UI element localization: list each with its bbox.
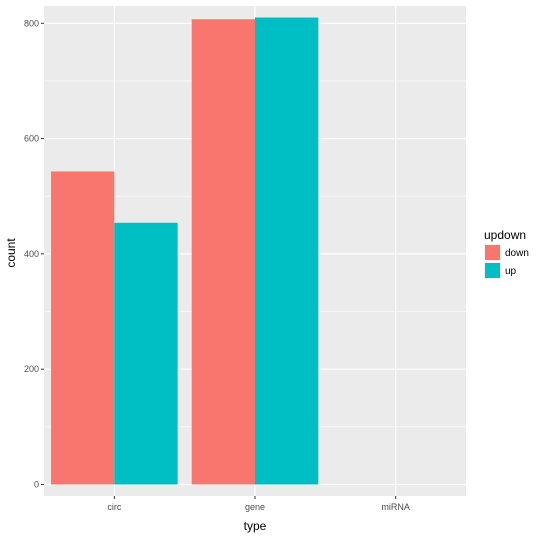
y-tick-label: 600 [24, 134, 39, 144]
legend: updown down up [484, 228, 529, 279]
bar-circ-down [51, 171, 115, 485]
legend-label-up: up [505, 266, 517, 277]
y-tick-label: 0 [34, 479, 39, 489]
bars [51, 17, 319, 485]
bar-gene-down [191, 19, 255, 485]
legend-swatch-up [485, 263, 500, 278]
bar-circ-up [114, 222, 178, 485]
y-tick-label: 200 [24, 364, 39, 374]
y-axis: 0 200 400 600 800 [24, 18, 44, 489]
x-axis-title: type [244, 519, 267, 533]
bar-gene-up [255, 17, 319, 485]
x-axis: circ gene miRNA [107, 496, 410, 512]
y-tick-label: 400 [24, 249, 39, 259]
x-tick-label: miRNA [381, 502, 410, 512]
legend-swatch-down [485, 245, 500, 260]
legend-title: updown [484, 228, 526, 242]
x-tick-label: gene [245, 502, 265, 512]
y-tick-label: 800 [24, 18, 39, 28]
y-axis-title: count [4, 238, 18, 268]
x-tick-label: circ [107, 502, 121, 512]
legend-label-down: down [505, 248, 529, 259]
